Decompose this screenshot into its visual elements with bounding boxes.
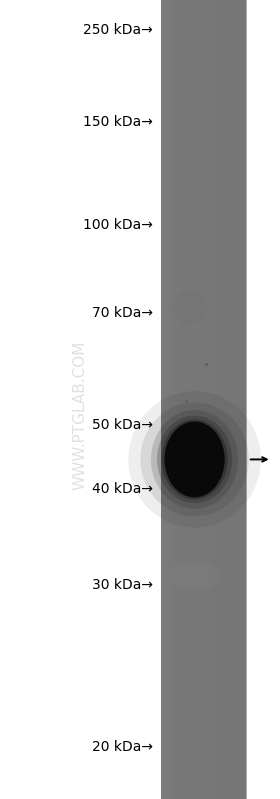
Ellipse shape: [128, 391, 261, 528]
Ellipse shape: [157, 415, 232, 503]
Text: 40 kDa→: 40 kDa→: [92, 482, 153, 496]
Ellipse shape: [169, 561, 220, 590]
Text: 150 kDa→: 150 kDa→: [83, 115, 153, 129]
Ellipse shape: [162, 419, 228, 499]
Text: 30 kDa→: 30 kDa→: [92, 578, 153, 592]
Text: WWW.PTGLAB.COM: WWW.PTGLAB.COM: [72, 341, 87, 490]
Ellipse shape: [165, 422, 225, 497]
Text: 100 kDa→: 100 kDa→: [83, 218, 153, 233]
Ellipse shape: [171, 292, 207, 324]
Text: 20 kDa→: 20 kDa→: [92, 740, 153, 754]
Text: 70 kDa→: 70 kDa→: [92, 306, 153, 320]
Bar: [161, 0, 246, 799]
Ellipse shape: [151, 410, 238, 509]
Ellipse shape: [140, 403, 249, 516]
Text: 50 kDa→: 50 kDa→: [92, 418, 153, 432]
Text: 250 kDa→: 250 kDa→: [83, 22, 153, 37]
